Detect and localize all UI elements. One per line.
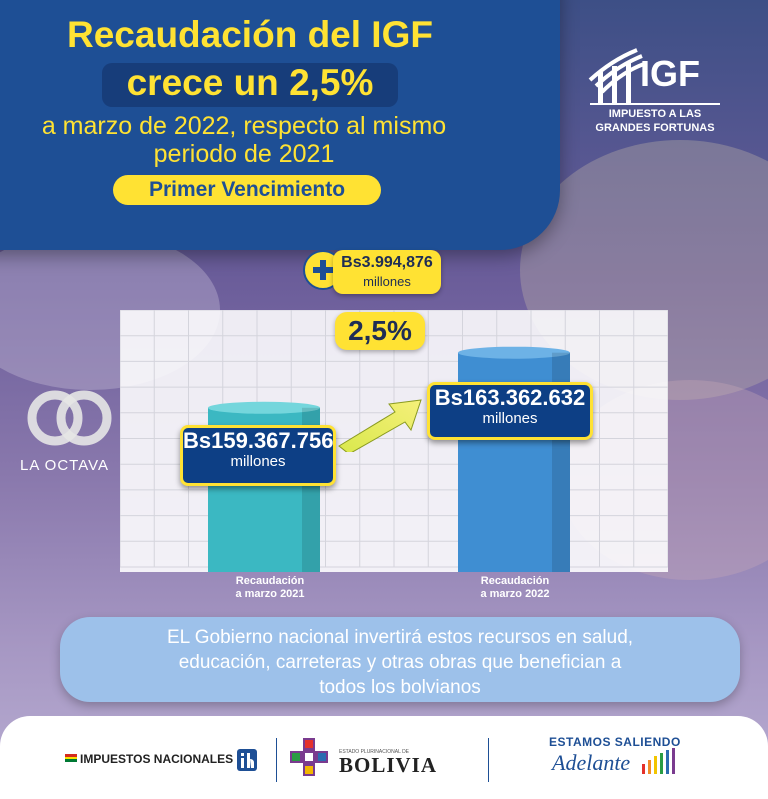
subtitle-line2: periodo de 2021	[153, 140, 335, 168]
difference-value: Bs3.994,876	[341, 254, 433, 271]
x-tick-label-2021-line2: a marzo 2021	[235, 588, 305, 600]
message-panel	[60, 617, 740, 702]
bar-top-2021	[208, 401, 320, 414]
igf-logo-line2: GRANDES FORTUNAS	[595, 122, 715, 134]
bar-top-2022	[458, 346, 570, 359]
due-date-pill: Primer Vencimiento	[113, 175, 381, 205]
title-highlight	[102, 63, 398, 107]
bar-label-2021: Bs159.367.756 millones	[180, 425, 336, 486]
colorful-bars-icon	[642, 748, 675, 774]
message-line2: educación, carreteras y otras obras que …	[178, 652, 622, 673]
footer	[0, 716, 768, 799]
title-line2: crece un 2,5%	[126, 62, 374, 103]
bar-label-2022-unit: millones	[482, 410, 538, 427]
impuestos-logo-icon	[237, 749, 257, 771]
watermark-text: LA OCTAVA	[20, 457, 110, 474]
x-tick-label-2022-line1: Recaudación	[480, 575, 550, 587]
igf-logo-line1: IMPUESTO A LAS	[608, 108, 702, 120]
title-line1: Recaudación del IGF	[67, 14, 433, 55]
growth-arrow-icon	[338, 399, 422, 452]
growth-percent-badge: 2,5%	[335, 312, 425, 350]
subtitle-line1: a marzo de 2022, respecto al mismo	[41, 112, 447, 140]
igf-logo-text: IGF	[640, 53, 700, 94]
x-tick-label-2022-line2: a marzo 2022	[480, 588, 550, 600]
message-line3: todos los bolvianos	[319, 677, 481, 698]
bar-label-2021-unit: millones	[230, 453, 286, 470]
x-tick-label-2021-line1: Recaudación	[235, 575, 305, 587]
footer-divider-1	[276, 738, 277, 782]
bolivia-flag-icon	[65, 754, 77, 762]
difference-badge: Bs3.994,876 millones	[333, 250, 441, 294]
x-tick-label-2021: Recaudación a marzo 2021	[200, 575, 340, 601]
header-panel	[0, 0, 560, 250]
igf-logo-icon	[588, 48, 645, 104]
impuestos-nacionales-text: IMPUESTOS NACIONALES	[80, 752, 234, 766]
adelante-text: Adelante	[552, 750, 631, 775]
bolivia-emblem-icon	[290, 738, 328, 776]
footer-divider-2	[488, 738, 489, 782]
estamos-saliendo-text: ESTAMOS SALIENDO	[549, 735, 681, 749]
laoctava-logo-icon	[27, 390, 112, 446]
bar-label-2021-value: Bs159.367.756	[183, 428, 334, 453]
bar-label-2022-value: Bs163.362.632	[434, 385, 586, 410]
bolivia-text: BOLIVIA	[339, 753, 438, 777]
igf-logo-divider	[590, 103, 720, 105]
bar-label-2022: Bs163.362.632 millones	[427, 382, 593, 440]
x-tick-label-2022: Recaudación a marzo 2022	[445, 575, 585, 601]
message-line1: EL Gobierno nacional invertirá estos rec…	[166, 627, 634, 648]
difference-unit: millones	[363, 274, 411, 289]
estado-plurinacional-text: ESTADO PLURINACIONAL DE	[339, 749, 410, 755]
